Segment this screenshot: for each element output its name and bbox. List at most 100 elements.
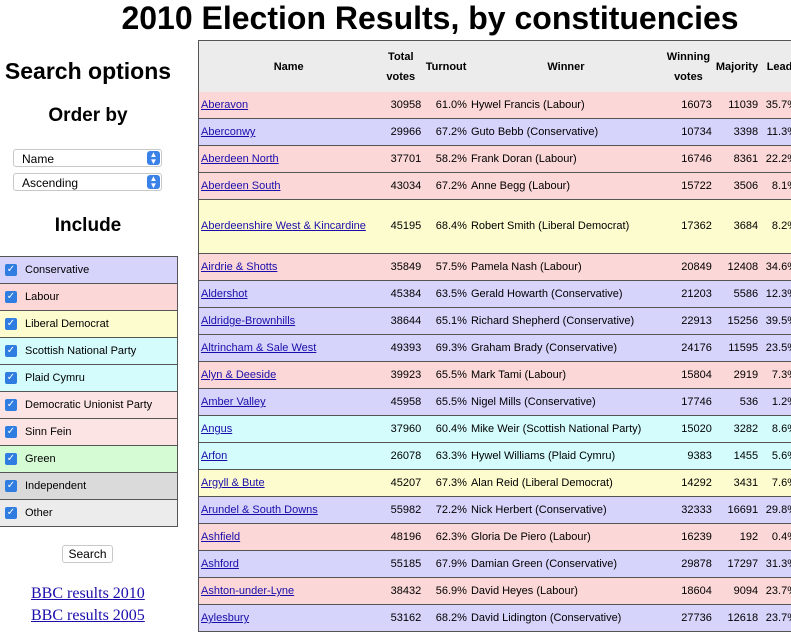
constituency-link[interactable]: Arfon [201,450,228,462]
winner-cell: Mark Tami (Labour) [468,361,663,389]
column-header-lead[interactable]: Lead [760,41,791,92]
table-row: Arfon 26078 63.3% Hywel Williams (Plaid Cym… [199,442,791,470]
column-header-winning-votes[interactable]: Winning votes [662,41,714,92]
constituency-link[interactable]: Aberconwy [201,126,256,138]
party-filter-item[interactable]: ✓ Conservative [0,257,178,284]
party-filter-item[interactable]: ✓ Democratic Unionist Party [0,392,178,419]
lead-cell: 8.6% [760,415,791,443]
winner-cell: Damian Green (Conservative) [468,550,663,578]
column-header-name[interactable]: Name [199,41,379,92]
winning-votes-cell: 16239 [662,523,714,551]
party-filter-item[interactable]: ✓ Other [0,500,178,527]
party-checkbox[interactable]: ✓ [5,453,17,465]
winner-cell: Guto Bebb (Conservative) [468,118,663,146]
constituency-link[interactable]: Aberavon [201,99,249,111]
majority-cell: 8361 [713,145,761,173]
constituency-link[interactable]: Aylesbury [201,612,250,624]
constituency-link[interactable]: Altrincham & Sale West [201,342,317,354]
constituency-link[interactable]: Ashford [201,558,239,570]
party-label: Sinn Fein [25,426,72,438]
total-votes-cell: 45384 [378,280,424,308]
turnout-cell: 61.0% [423,92,469,119]
column-header-winner[interactable]: Winner [468,41,663,92]
table-row: Arundel & South Downs 55982 72.2% Nick Herb… [199,496,791,524]
turnout-cell: 65.5% [423,361,469,389]
party-checkbox[interactable]: ✓ [5,399,17,411]
party-filter-item[interactable]: ✓ Green [0,446,178,473]
party-filter-item[interactable]: ✓ Labour [0,284,178,311]
table-row: Ashford 55185 67.9% Damian Green (Conservat… [199,550,791,578]
search-button[interactable]: Search [62,545,113,563]
constituency-link[interactable]: Alyn & Deeside [201,369,277,381]
turnout-cell: 65.5% [423,388,469,416]
constituency-link[interactable]: Argyll & Bute [201,477,265,489]
constituency-link[interactable]: Ashfield [201,531,241,543]
name-cell: Amber Valley [199,388,379,416]
bbc-results-2005-link[interactable]: BBC results 2005 [31,607,145,624]
name-cell: Arfon [199,442,379,470]
constituency-link[interactable]: Ashton-under-Lyne [201,585,295,597]
constituency-link[interactable]: Arundel & South Downs [201,504,318,516]
party-checkbox[interactable]: ✓ [5,264,17,276]
column-header-majority[interactable]: Majority [713,41,761,92]
majority-cell: 2919 [713,361,761,389]
turnout-cell: 69.3% [423,334,469,362]
constituency-link[interactable]: Aberdeenshire West & Kincardine [201,220,366,232]
total-votes-cell: 48196 [378,523,424,551]
winning-votes-cell: 29878 [662,550,714,578]
party-label: Labour [25,291,60,303]
winning-votes-cell: 20849 [662,253,714,281]
order-field-select[interactable]: Name ▲ ▼ [13,149,162,167]
column-header-total-votes[interactable]: Total votes [378,41,424,92]
majority-cell: 3684 [713,199,761,254]
party-label: Plaid Cymru [25,372,85,384]
table-row: Ashfield 48196 62.3% Gloria De Piero (Labou… [199,523,791,551]
constituency-link[interactable]: Aberdeen North [201,153,279,165]
winner-cell: Frank Doran (Labour) [468,145,663,173]
party-filter-item[interactable]: ✓ Liberal Democrat [0,311,178,338]
majority-cell: 1455 [713,442,761,470]
lead-cell: 11.3% [760,118,791,146]
party-checkbox[interactable]: ✓ [5,507,17,519]
turnout-cell: 67.2% [423,118,469,146]
name-cell: Altrincham & Sale West [199,334,379,362]
party-filter-item[interactable]: ✓ Independent [0,473,178,500]
turnout-cell: 57.5% [423,253,469,281]
winning-votes-cell: 18604 [662,577,714,605]
majority-cell: 17297 [713,550,761,578]
constituency-link[interactable]: Angus [201,423,233,435]
constituency-link[interactable]: Aldridge-Brownhills [201,315,296,327]
winner-cell: Hywel Williams (Plaid Cymru) [468,442,663,470]
table-row: Aberdeenshire West & Kincardine 45195 68.4… [199,199,791,254]
party-checkbox[interactable]: ✓ [5,291,17,303]
results-table: Name Total votes Turnout Winner Winning vo… [199,41,791,632]
table-row: Amber Valley 45958 65.5% Nigel Mills (Conse… [199,388,791,416]
table-row: Alyn & Deeside 39923 65.5% Mark Tami (Labou… [199,361,791,389]
column-header-turnout[interactable]: Turnout [423,41,469,92]
bbc-results-2010-link[interactable]: BBC results 2010 [31,585,145,602]
party-checkbox[interactable]: ✓ [5,426,17,438]
party-checkbox[interactable]: ✓ [5,480,17,492]
majority-cell: 5586 [713,280,761,308]
lead-cell: 23.5% [760,334,791,362]
constituency-link[interactable]: Aldershot [201,288,248,300]
winner-cell: Gloria De Piero (Labour) [468,523,663,551]
party-checkbox[interactable]: ✓ [5,372,17,384]
majority-cell: 11595 [713,334,761,362]
constituency-link[interactable]: Amber Valley [201,396,266,408]
total-votes-cell: 45207 [378,469,424,497]
party-filter-item[interactable]: ✓ Sinn Fein [0,419,178,446]
table-row: Aberavon 30958 61.0% Hywel Francis (Labour)… [199,92,791,119]
constituency-link[interactable]: Aberdeen South [201,180,281,192]
party-checkbox[interactable]: ✓ [5,345,17,357]
order-direction-select[interactable]: Ascending ▲ ▼ [13,173,162,191]
winning-votes-cell: 15020 [662,415,714,443]
constituency-link[interactable]: Airdrie & Shotts [201,261,278,273]
party-filter-item[interactable]: ✓ Scottish National Party [0,338,178,365]
party-checkbox[interactable]: ✓ [5,318,17,330]
party-filter-item[interactable]: ✓ Plaid Cymru [0,365,178,392]
majority-cell: 16691 [713,496,761,524]
name-cell: Airdrie & Shotts [199,253,379,281]
include-heading: Include [54,215,122,236]
winner-cell: Nick Herbert (Conservative) [468,496,663,524]
